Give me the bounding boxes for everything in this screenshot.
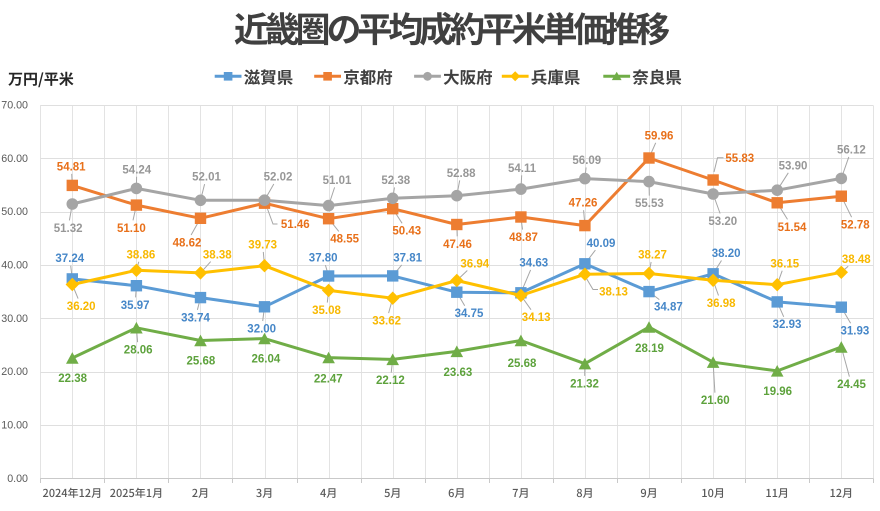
svg-text:55.53: 55.53 [635, 198, 664, 210]
svg-text:40.00: 40.00 [1, 260, 28, 272]
svg-text:33.74: 33.74 [181, 312, 210, 324]
svg-text:60.00: 60.00 [1, 153, 28, 165]
svg-text:38.20: 38.20 [712, 248, 741, 260]
svg-text:31.93: 31.93 [841, 326, 870, 338]
svg-text:32.00: 32.00 [247, 324, 276, 336]
svg-text:52.38: 52.38 [381, 175, 410, 187]
svg-text:28.19: 28.19 [635, 343, 664, 355]
svg-text:28.06: 28.06 [124, 345, 153, 357]
svg-text:34.63: 34.63 [519, 258, 548, 270]
svg-text:37.81: 37.81 [393, 253, 422, 265]
svg-text:36.15: 36.15 [770, 258, 799, 270]
svg-text:51.46: 51.46 [281, 219, 310, 231]
svg-text:0.00: 0.00 [7, 473, 28, 485]
svg-text:36.20: 36.20 [67, 301, 96, 313]
svg-text:48.62: 48.62 [173, 237, 202, 249]
svg-text:40.09: 40.09 [587, 238, 616, 250]
svg-text:47.46: 47.46 [443, 239, 472, 251]
svg-text:35.08: 35.08 [312, 305, 341, 317]
svg-text:22.47: 22.47 [314, 374, 343, 386]
svg-text:53.90: 53.90 [779, 161, 808, 173]
svg-text:38.27: 38.27 [638, 250, 667, 262]
svg-text:50.00: 50.00 [1, 206, 28, 218]
svg-text:56.12: 56.12 [837, 145, 866, 157]
svg-text:20.00: 20.00 [1, 366, 28, 378]
svg-text:51.10: 51.10 [117, 223, 146, 235]
svg-text:54.11: 54.11 [508, 163, 537, 175]
svg-text:21.32: 21.32 [570, 378, 599, 390]
svg-text:52.01: 52.01 [192, 172, 221, 184]
svg-text:53.20: 53.20 [708, 216, 737, 228]
svg-text:36.98: 36.98 [707, 298, 736, 310]
svg-text:48.55: 48.55 [330, 234, 359, 246]
svg-text:36.94: 36.94 [460, 258, 489, 270]
svg-text:37.80: 37.80 [309, 253, 338, 265]
svg-text:10.00: 10.00 [1, 420, 28, 432]
svg-text:52.02: 52.02 [264, 172, 293, 184]
svg-text:25.68: 25.68 [508, 358, 537, 370]
svg-text:34.75: 34.75 [455, 308, 484, 320]
svg-text:50.43: 50.43 [392, 226, 421, 238]
svg-text:52.88: 52.88 [447, 168, 476, 180]
svg-text:26.04: 26.04 [252, 354, 281, 366]
svg-text:59.96: 59.96 [645, 130, 674, 142]
svg-text:34.87: 34.87 [654, 302, 683, 314]
svg-text:38.38: 38.38 [203, 249, 232, 261]
svg-text:48.87: 48.87 [509, 232, 538, 244]
svg-text:38.13: 38.13 [599, 287, 628, 299]
svg-text:30.00: 30.00 [1, 313, 28, 325]
svg-text:70.00: 70.00 [1, 100, 28, 112]
svg-text:32.93: 32.93 [773, 319, 802, 331]
svg-text:21.60: 21.60 [701, 395, 730, 407]
svg-text:37.24: 37.24 [55, 253, 84, 265]
svg-text:33.62: 33.62 [372, 316, 401, 328]
svg-text:38.86: 38.86 [127, 249, 156, 261]
svg-text:19.96: 19.96 [763, 386, 792, 398]
svg-text:25.68: 25.68 [187, 355, 216, 367]
svg-text:51.54: 51.54 [778, 222, 807, 234]
svg-text:51.32: 51.32 [54, 223, 83, 235]
svg-text:35.97: 35.97 [121, 300, 150, 312]
svg-text:22.38: 22.38 [58, 373, 87, 385]
svg-text:23.63: 23.63 [444, 367, 473, 379]
svg-text:24.45: 24.45 [837, 379, 866, 391]
svg-text:39.73: 39.73 [248, 239, 277, 251]
svg-text:22.12: 22.12 [376, 375, 405, 387]
svg-text:54.81: 54.81 [57, 161, 86, 173]
svg-text:55.83: 55.83 [725, 153, 754, 165]
svg-text:47.26: 47.26 [569, 198, 598, 210]
svg-text:51.01: 51.01 [323, 175, 352, 187]
svg-text:38.48: 38.48 [842, 254, 871, 266]
svg-text:52.78: 52.78 [841, 220, 870, 232]
svg-text:56.09: 56.09 [572, 155, 601, 167]
svg-text:54.24: 54.24 [122, 164, 151, 176]
svg-text:34.13: 34.13 [522, 312, 551, 324]
